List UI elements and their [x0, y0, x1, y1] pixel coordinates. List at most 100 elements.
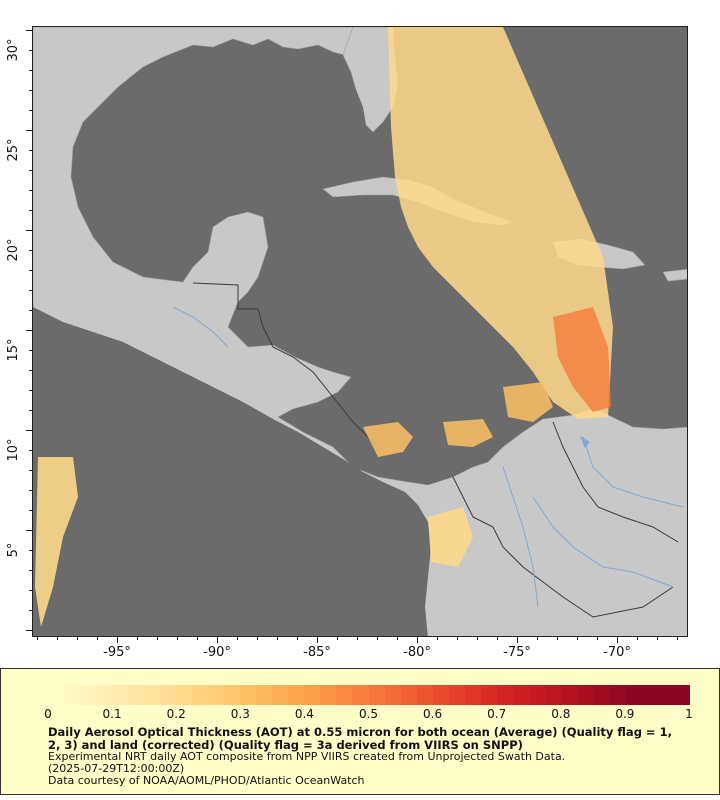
y-tick-mark: [26, 530, 32, 531]
y-tick-mark: [29, 250, 32, 251]
colorbar-swatch: [80, 685, 97, 705]
y-tick-label: 30°: [6, 38, 21, 62]
colorbar-swatch: [96, 685, 113, 705]
river-4: [172, 306, 229, 348]
y-tick-mark: [29, 470, 32, 471]
x-tick-mark: [477, 637, 478, 640]
x-tick-label: -90°: [203, 645, 231, 660]
colorbar-swatch: [624, 685, 642, 705]
colorbar-swatch: [512, 685, 530, 705]
x-tick-mark: [197, 637, 198, 640]
x-tick-mark: [597, 637, 598, 640]
colorbar-swatch: [384, 685, 402, 705]
colorbar-swatch: [304, 685, 322, 705]
x-tick-mark: [357, 637, 358, 640]
aot-swath: [35, 27, 613, 627]
colorbar-swatch: [544, 685, 562, 705]
colombia-venezuela-border: [552, 421, 679, 543]
x-tick-mark: [237, 637, 238, 640]
x-tick-mark: [637, 637, 638, 640]
y-tick-mark: [29, 310, 32, 311]
colorbar-swatch: [416, 685, 434, 705]
colorbar-swatch: [144, 685, 161, 705]
x-tick-mark: [497, 637, 498, 640]
y-tick-label: 15°: [6, 338, 21, 362]
colorbar-swatch: [192, 685, 209, 705]
colorbar-tick-label: 0.2: [166, 707, 186, 721]
y-tick-mark: [29, 610, 32, 611]
y-tick-mark: [29, 110, 32, 111]
colorbar-swatch: [448, 685, 466, 705]
colorbar-swatch: [400, 685, 418, 705]
y-tick-mark: [26, 330, 32, 331]
river-2: [502, 466, 539, 608]
y-tick-mark: [26, 430, 32, 431]
x-tick-label: -70°: [603, 645, 631, 660]
y-tick-mark: [26, 130, 32, 131]
colorbar-swatch: [496, 685, 514, 705]
colorbar-swatch: [64, 685, 81, 705]
x-tick-mark: [537, 637, 538, 640]
y-tick-mark: [26, 630, 32, 631]
panama-colombia-border: [452, 476, 674, 618]
aot-patches-caribbean: [363, 382, 553, 457]
aot-swath-high: [553, 307, 611, 412]
colorbar-swatch: [640, 685, 658, 705]
legend-title: Daily Aerosol Optical Thickness (AOT) at…: [48, 725, 672, 752]
colorbar-tick-label: 0.8: [551, 707, 571, 721]
colorbar-swatch: [432, 685, 450, 705]
y-tick-mark: [29, 390, 32, 391]
legend-note-source: Experimental NRT daily AOT composite fro…: [48, 750, 566, 763]
mexico-guatemala-border: [192, 282, 264, 328]
colorbar-swatch: [272, 685, 289, 705]
y-tick-mark: [29, 170, 32, 171]
y-tick-label: 25°: [6, 138, 21, 162]
x-tick-mark: [177, 637, 178, 640]
river-3: [582, 436, 684, 508]
map-canvas: [33, 27, 687, 636]
x-tick-mark: [677, 637, 678, 640]
colorbar-swatch: [176, 685, 193, 705]
x-tick-mark: [137, 637, 138, 640]
x-tick-mark: [277, 637, 278, 640]
colorbar-tick-label: 1: [685, 707, 693, 721]
y-tick-label: 10°: [6, 438, 21, 462]
y-tick-mark: [29, 510, 32, 511]
x-tick-mark: [517, 637, 518, 643]
colorbar-swatch: [224, 685, 241, 705]
x-tick-mark: [37, 637, 38, 640]
x-tick-mark: [657, 637, 658, 640]
colorbar-tick-label: 0: [44, 707, 52, 721]
colorbar-swatch: [592, 685, 610, 705]
colorbar-swatch: [656, 685, 674, 705]
x-tick-label: -95°: [103, 645, 131, 660]
colorbar-swatch: [560, 685, 578, 705]
y-tick-mark: [29, 450, 32, 451]
colorbar-swatch: [256, 685, 273, 705]
y-tick-mark: [29, 350, 32, 351]
x-tick-mark: [417, 637, 418, 643]
caribbean-sea: [265, 205, 687, 472]
x-tick-mark: [377, 637, 378, 640]
colorbar-swatch: [528, 685, 546, 705]
y-tick-mark: [29, 150, 32, 151]
x-tick-mark: [577, 637, 578, 640]
x-tick-mark: [117, 637, 118, 643]
x-tick-mark: [397, 637, 398, 640]
colorbar-swatch: [336, 685, 354, 705]
colorbar-tick-label: 0.9: [615, 707, 635, 721]
colorbar-tick-label: 0.4: [294, 707, 314, 721]
y-tick-mark: [29, 570, 32, 571]
map-panel[interactable]: [32, 26, 688, 637]
colorbar-swatch: [288, 685, 305, 705]
y-tick-mark: [26, 230, 32, 231]
colorbar-swatch: [160, 685, 177, 705]
colorbar-swatch: [608, 685, 626, 705]
x-tick-mark: [97, 637, 98, 640]
y-tick-mark: [26, 30, 32, 31]
gulf-of-mexico: [81, 52, 373, 269]
x-tick-mark: [317, 637, 318, 643]
colorbar-tick-label: 0.1: [102, 707, 122, 721]
x-tick-mark: [157, 637, 158, 640]
colorbar-swatch: [240, 685, 257, 705]
